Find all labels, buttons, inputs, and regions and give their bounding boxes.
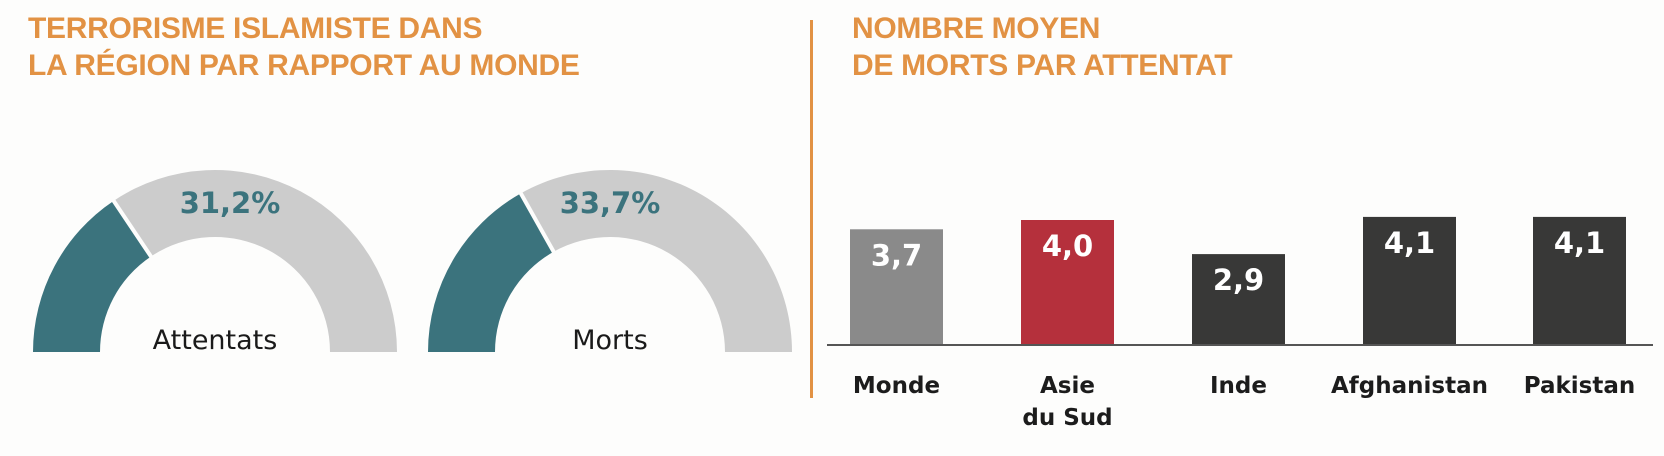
category-label: du Sud: [1022, 405, 1112, 431]
left-panel-title: TERRORISME ISLAMISTE DANS LA RÉGION PAR …: [28, 10, 580, 84]
bar: [850, 229, 943, 344]
gauge-category-label: Morts: [572, 325, 648, 356]
bar: [1192, 254, 1285, 344]
bar-chart: 3,7 Monde 4,0 Asie du Sud 2,9 Inde 4,1 Afghanist…: [827, 216, 1653, 431]
gauge-separator: [111, 198, 154, 259]
left-title-line-2: LA RÉGION PAR RAPPORT AU MONDE: [28, 49, 580, 82]
bar: [1363, 216, 1456, 344]
bar-group: 4,1 Afghanistan: [1331, 216, 1488, 399]
category-label: Monde: [853, 373, 940, 399]
right-title-line-1: NOMBRE MOYEN: [852, 12, 1101, 45]
gauge-attentats: 31,2% Attentats: [33, 170, 398, 356]
gauge-value-label: 33,7%: [560, 186, 661, 220]
gauge-morts: 33,7% Morts: [428, 170, 792, 356]
bar-value-label: 3,7: [871, 238, 922, 272]
bar-group: 4,0 Asie du Sud: [1021, 220, 1114, 431]
category-label: Pakistan: [1524, 373, 1636, 399]
bar-value-label: 4,0: [1042, 229, 1093, 263]
gauge-value-label: 31,2%: [180, 186, 281, 220]
gauge-category-label: Attentats: [153, 325, 278, 356]
gauge-remainder-arc: [113, 170, 398, 352]
bar: [1021, 220, 1114, 344]
category-label: Inde: [1210, 373, 1267, 399]
bar-value-label: 2,9: [1213, 263, 1264, 297]
gauge-value-arc: [428, 193, 554, 352]
gauge-remainder-arc: [520, 170, 792, 352]
category-label: Asie: [1040, 373, 1095, 399]
category-label: Afghanistan: [1331, 373, 1488, 399]
gauge-charts: 31,2% Attentats 33,7% Morts: [33, 170, 792, 356]
bar-group: 4,1 Pakistan: [1524, 216, 1636, 399]
right-panel-title: NOMBRE MOYEN DE MORTS PAR ATTENTAT: [852, 10, 1233, 84]
bar-group: 3,7 Monde: [850, 229, 943, 399]
gauge-separator: [518, 191, 556, 254]
panel-divider: [810, 20, 813, 398]
gauge-value-arc: [33, 200, 151, 352]
left-title-line-1: TERRORISME ISLAMISTE DANS: [28, 12, 483, 45]
bar-value-label: 4,1: [1384, 226, 1435, 260]
bar: [1533, 216, 1626, 344]
bar-value-label: 4,1: [1554, 226, 1605, 260]
bar-group: 2,9 Inde: [1192, 254, 1285, 399]
right-title-line-2: DE MORTS PAR ATTENTAT: [852, 49, 1233, 82]
